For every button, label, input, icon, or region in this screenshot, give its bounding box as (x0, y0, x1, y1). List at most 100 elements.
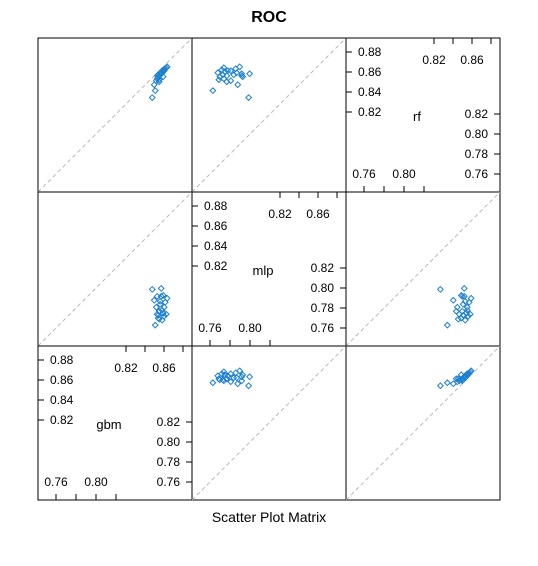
variable-name: gbm (96, 417, 121, 432)
data-point (463, 370, 471, 378)
data-point (245, 382, 253, 390)
data-point (152, 303, 160, 311)
tick-label: 0.82 (358, 105, 382, 119)
data-point (160, 312, 168, 320)
data-point (219, 71, 227, 79)
panel-frame (345, 345, 501, 501)
data-point (209, 87, 217, 95)
tick-label: 0.76 (157, 475, 181, 489)
reference-line (37, 37, 193, 193)
tick-label: 0.86 (152, 361, 176, 375)
data-point (227, 370, 235, 378)
data-point (158, 316, 166, 324)
data-point (151, 87, 159, 95)
chart-title: ROC (251, 9, 287, 26)
data-point (156, 297, 164, 305)
data-point (246, 70, 254, 78)
data-point (160, 67, 168, 75)
tick-label: 0.84 (50, 393, 74, 407)
data-point (461, 316, 469, 324)
data-point (224, 67, 232, 75)
reference-line (345, 191, 501, 347)
data-point (245, 94, 253, 102)
data-point (449, 380, 457, 388)
reference-line (191, 345, 347, 501)
tick-label: 0.78 (465, 147, 489, 161)
data-point (436, 285, 444, 293)
data-point (236, 367, 244, 375)
tick-label: 0.86 (306, 207, 330, 221)
data-point (215, 375, 223, 383)
data-point (151, 321, 159, 329)
data-point (466, 368, 474, 376)
tick-label: 0.82 (204, 259, 228, 273)
tick-label: 0.78 (311, 301, 335, 315)
data-point (160, 303, 168, 311)
tick-label: 0.82 (114, 361, 138, 375)
tick-label: 0.88 (50, 353, 74, 367)
data-point (238, 72, 246, 80)
data-point (233, 374, 241, 382)
data-point (148, 285, 156, 293)
tick-label: 0.76 (352, 167, 376, 181)
x-axis-label: Scatter Plot Matrix (212, 509, 326, 525)
data-point (155, 315, 163, 323)
tick-label: 0.80 (157, 435, 181, 449)
tick-label: 0.86 (204, 219, 228, 233)
tick-label: 0.80 (392, 167, 416, 181)
tick-label: 0.88 (204, 199, 228, 213)
tick-label: 0.80 (84, 475, 108, 489)
tick-label: 0.82 (422, 53, 446, 67)
tick-label: 0.76 (198, 321, 222, 335)
data-point (443, 379, 451, 387)
data-point (460, 284, 468, 292)
tick-label: 0.86 (50, 373, 74, 387)
data-point (234, 81, 242, 89)
tick-label: 0.82 (50, 413, 74, 427)
reference-line (191, 37, 347, 193)
variable-name: rf (413, 109, 421, 124)
data-point (457, 291, 465, 299)
tick-label: 0.88 (358, 45, 382, 59)
tick-label: 0.80 (311, 281, 335, 295)
reference-line (37, 191, 193, 347)
data-point (155, 76, 163, 84)
data-point (238, 377, 246, 385)
data-point (150, 296, 158, 304)
data-point (220, 368, 228, 376)
data-point (214, 372, 222, 380)
reference-line (345, 345, 501, 501)
data-point (218, 370, 226, 378)
data-point (458, 292, 466, 300)
data-point (233, 69, 241, 77)
data-point (163, 294, 171, 302)
data-point (452, 375, 460, 383)
data-point (234, 380, 242, 388)
data-point (246, 373, 254, 381)
data-point (162, 310, 170, 318)
data-point (463, 306, 471, 314)
data-point (227, 77, 235, 85)
data-point (230, 374, 238, 382)
data-point (461, 297, 469, 305)
data-point (223, 78, 231, 86)
data-point (460, 292, 468, 300)
data-point (236, 63, 244, 71)
tick-label: 0.82 (465, 107, 489, 121)
tick-label: 0.80 (465, 127, 489, 141)
data-point (159, 291, 167, 299)
tick-label: 0.76 (465, 167, 489, 181)
tick-label: 0.86 (460, 53, 484, 67)
data-point (239, 73, 247, 81)
data-point (153, 292, 161, 300)
data-point (227, 67, 235, 75)
tick-label: 0.78 (157, 455, 181, 469)
data-point (150, 81, 158, 89)
data-point (463, 303, 471, 311)
tick-label: 0.76 (44, 475, 68, 489)
tick-label: 0.82 (268, 207, 292, 221)
data-point (156, 300, 164, 308)
data-point (220, 64, 228, 72)
tick-label: 0.84 (204, 239, 228, 253)
